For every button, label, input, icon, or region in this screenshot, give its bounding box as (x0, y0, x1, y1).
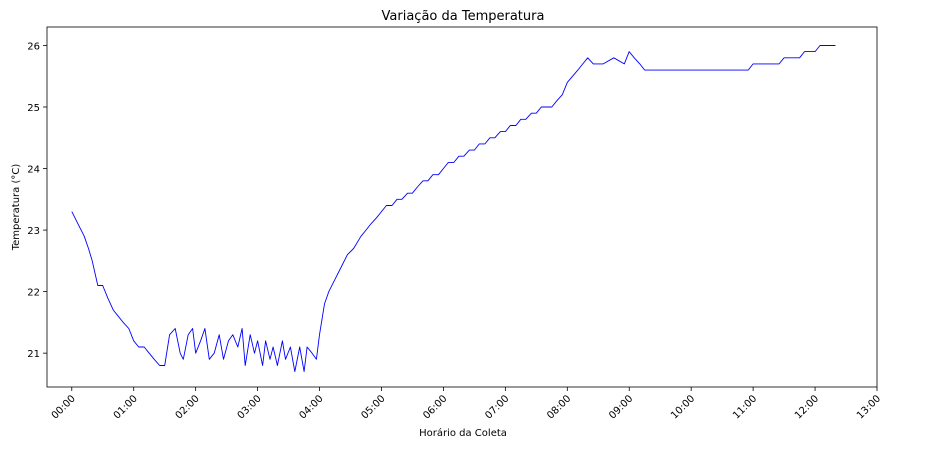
x-tick-label: 08:00 (545, 393, 573, 421)
x-tick-label: 00:00 (50, 393, 78, 421)
y-tick-label: 22 (27, 288, 40, 299)
x-tick-label: 03:00 (236, 393, 264, 421)
x-tick-label: 02:00 (174, 393, 202, 421)
x-axis-label: Horário da Coleta (419, 427, 507, 439)
y-axis-label: Temperatura (°C) (11, 164, 22, 252)
x-tick-label: 05:00 (359, 393, 387, 421)
y-tick-label: 23 (27, 226, 40, 237)
x-tick-label: 13:00 (855, 393, 883, 421)
x-tick-label: 04:00 (297, 393, 325, 421)
x-tick-label: 09:00 (607, 393, 635, 421)
y-tick-label: 26 (27, 41, 40, 52)
y-tick-label: 24 (27, 165, 40, 176)
y-tick-label: 25 (27, 103, 40, 114)
x-tick-label: 10:00 (669, 393, 697, 421)
chart-title: Variação da Temperatura (382, 9, 545, 24)
x-tick-label: 11:00 (731, 393, 759, 421)
plot-area: 21 22 23 24 25 26 00:00 01:00 02:00 03:00 04:00 05:… (27, 26, 883, 422)
x-tick-label: 06:00 (421, 393, 449, 421)
x-tick-label: 07:00 (483, 393, 511, 421)
x-tick-label: 12:00 (793, 393, 821, 421)
axes-frame (46, 26, 878, 388)
x-tick-label: 01:00 (112, 393, 140, 421)
y-tick-label: 21 (27, 349, 40, 360)
series-line-0 (71, 45, 836, 373)
